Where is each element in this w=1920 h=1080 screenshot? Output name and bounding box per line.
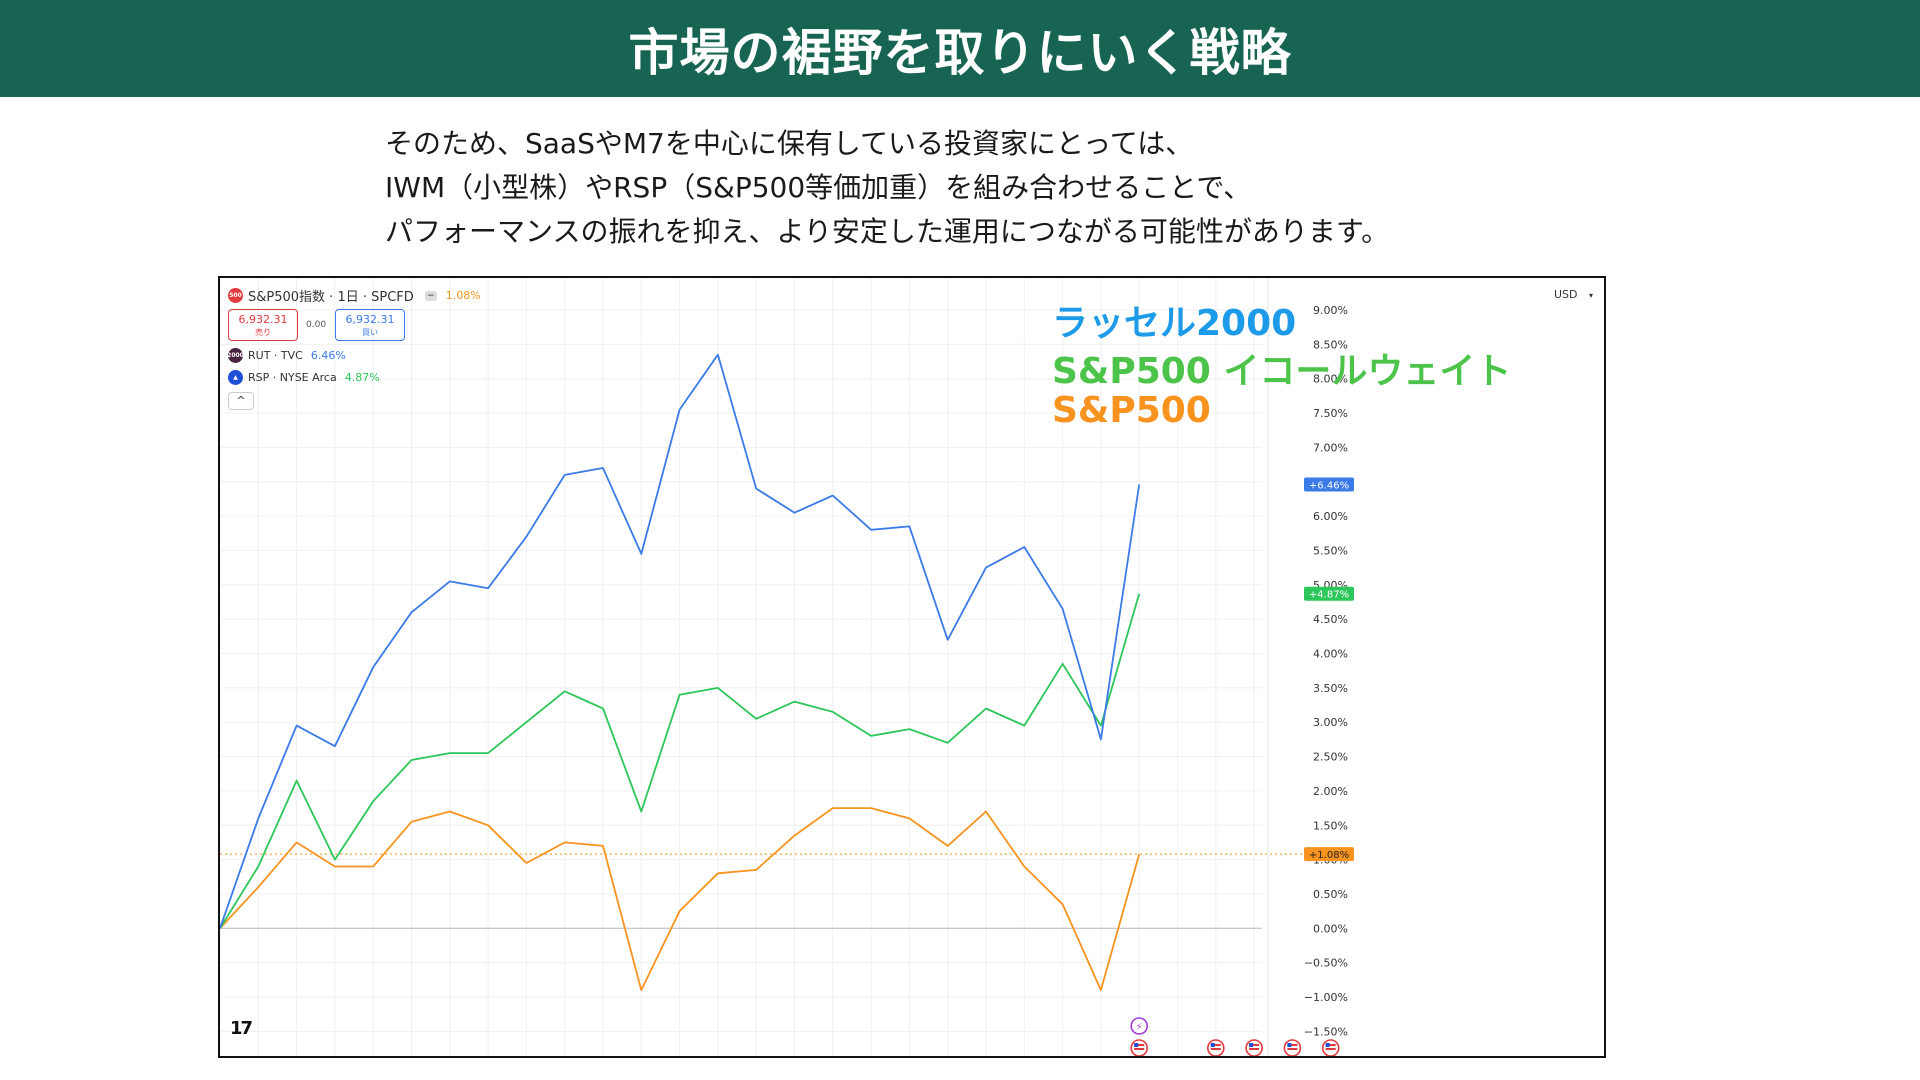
rut-symbol-icon: 2000 xyxy=(227,348,244,363)
chart-svg[interactable]: 9.00%8.50%8.00%7.50%7.00%6.50%6.00%5.50%… xyxy=(220,278,1604,1056)
chevron-down-icon: ▾ xyxy=(1589,291,1594,300)
tradingview-logo[interactable]: 17 xyxy=(230,1018,253,1039)
legend-sp500: S&P500 xyxy=(1052,390,1211,431)
sell-price: 6,932.31 xyxy=(238,313,288,326)
us-flag-stripe-icon xyxy=(1134,1048,1145,1050)
us-flag-canton-icon xyxy=(1325,1043,1330,1047)
currency-label: USD xyxy=(1554,288,1578,301)
y-tick-label: −0.50% xyxy=(1304,957,1348,970)
y-tick-label: 1.50% xyxy=(1313,819,1348,832)
earnings-flash-icon xyxy=(1130,1017,1149,1035)
sp500-line xyxy=(220,807,1141,991)
y-tick-label: 7.00% xyxy=(1313,441,1348,454)
sp500-symbol-icon: 500 xyxy=(228,288,243,303)
us-flag-stripe-icon xyxy=(1210,1044,1221,1046)
sp500-equal-weight-badge-bg xyxy=(1304,586,1354,601)
y-tick-label: 6.00% xyxy=(1313,510,1348,523)
rut-symbol-name: RUT · TVC xyxy=(248,349,303,362)
legend-russell2000: ラッセル2000 xyxy=(1052,303,1297,344)
legend-sp500-equal-weight: S&P500 イコールウェイト xyxy=(1052,351,1512,392)
us-flag-canton-icon xyxy=(1287,1043,1292,1047)
collapse-legend-button[interactable]: ^ xyxy=(228,392,254,410)
main-symbol-row[interactable]: 500 S&P500指数 · 1日 · SPCFD − 1.08% xyxy=(228,286,481,305)
y-tick-label: 3.50% xyxy=(1313,682,1348,695)
sp500-badge: +1.08% xyxy=(1309,850,1349,861)
us-flag-stripe-icon xyxy=(1325,1048,1336,1050)
rsp-symbol-name: RSP · NYSE Arca xyxy=(248,371,337,384)
sp500-badge-bg xyxy=(1304,847,1354,862)
y-tick-label: −1.00% xyxy=(1304,991,1348,1004)
compare-symbol-rsp[interactable]: ▲ RSP · NYSE Arca 4.87% xyxy=(228,370,380,385)
body-text: そのため、SaaSやM7を中心に保有している投資家にとっては、 IWM（小型株）… xyxy=(385,122,1885,254)
russell2000-badge: +6.46% xyxy=(1309,480,1349,491)
us-flag-stripe-icon xyxy=(1325,1044,1336,1046)
russell2000-badge-bg xyxy=(1304,477,1354,492)
sell-label: 売り xyxy=(255,328,271,337)
y-tick-label: 4.00% xyxy=(1313,648,1348,661)
compare-symbol-rut[interactable]: 2000 RUT · TVC 6.46% xyxy=(227,348,346,363)
us-flag-stripe-icon xyxy=(1287,1048,1298,1050)
y-tick-label: 2.50% xyxy=(1313,751,1348,764)
y-tick-label: 0.00% xyxy=(1313,922,1348,935)
y-tick-label: 9.00% xyxy=(1313,304,1348,317)
y-tick-label: 3.00% xyxy=(1313,716,1348,729)
slide-header: 市場の裾野を取りにいく戦略 xyxy=(0,0,1920,97)
us-flag-canton-icon xyxy=(1134,1043,1139,1047)
sp500-equal-weight-line xyxy=(220,593,1141,929)
y-tick-label: 4.50% xyxy=(1313,613,1348,626)
y-tick-label: −1.50% xyxy=(1304,1025,1348,1038)
body-line-3: パフォーマンスの振れを抑え、より安定した運用につながる可能性があります。 xyxy=(385,215,1390,248)
rsp-symbol-icon: ▲ xyxy=(228,370,243,385)
main-symbol-title: S&P500指数 · 1日 · SPCFD xyxy=(248,290,414,305)
us-flag-canton-icon xyxy=(1210,1043,1215,1047)
us-flag-stripe-icon xyxy=(1210,1048,1221,1050)
buy-label: 買い xyxy=(362,328,378,337)
y-tick-label: 5.50% xyxy=(1313,544,1348,557)
currency-selector[interactable]: USD ▾ xyxy=(1554,288,1593,301)
rut-symbol-change: 6.46% xyxy=(310,349,346,362)
sp500-equal-weight-badge: +4.87% xyxy=(1309,590,1349,601)
rsp-symbol-change: 4.87% xyxy=(344,371,380,384)
body-line-1: そのため、SaaSやM7を中心に保有している投資家にとっては、 xyxy=(385,127,1194,160)
us-flag-stripe-icon xyxy=(1134,1044,1145,1046)
slide-title: 市場の裾野を取りにいく戦略 xyxy=(628,23,1292,82)
buy-button[interactable]: 6,932.31 買い xyxy=(335,309,405,341)
y-tick-label: 8.50% xyxy=(1313,338,1348,351)
buy-price: 6,932.31 xyxy=(345,313,395,326)
body-line-2: IWM（小型株）やRSP（S&P500等価加重）を組み合わせることで、 xyxy=(385,171,1252,204)
us-flag-stripe-icon xyxy=(1249,1044,1260,1046)
flash-glyph-icon: ⚡ xyxy=(1136,1022,1143,1033)
us-flag-canton-icon xyxy=(1249,1043,1254,1047)
minus-icon[interactable]: − xyxy=(424,290,437,301)
us-flag-stripe-icon xyxy=(1249,1048,1260,1050)
sell-button[interactable]: 6,932.31 売り xyxy=(228,309,298,341)
y-tick-label: 0.50% xyxy=(1313,888,1348,901)
russell2000-line xyxy=(220,353,1141,929)
spread-value: 0.00 xyxy=(306,320,327,330)
y-tick-label: 8.00% xyxy=(1313,373,1348,386)
y-tick-label: 2.00% xyxy=(1313,785,1348,798)
us-flag-stripe-icon xyxy=(1287,1044,1298,1046)
main-symbol-change: 1.08% xyxy=(445,289,481,302)
chart-frame[interactable]: 9.00%8.50%8.00%7.50%7.00%6.50%6.00%5.50%… xyxy=(218,276,1606,1058)
y-tick-label: 7.50% xyxy=(1313,407,1348,420)
